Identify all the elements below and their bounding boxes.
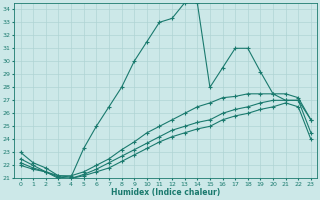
X-axis label: Humidex (Indice chaleur): Humidex (Indice chaleur) [111,188,220,197]
